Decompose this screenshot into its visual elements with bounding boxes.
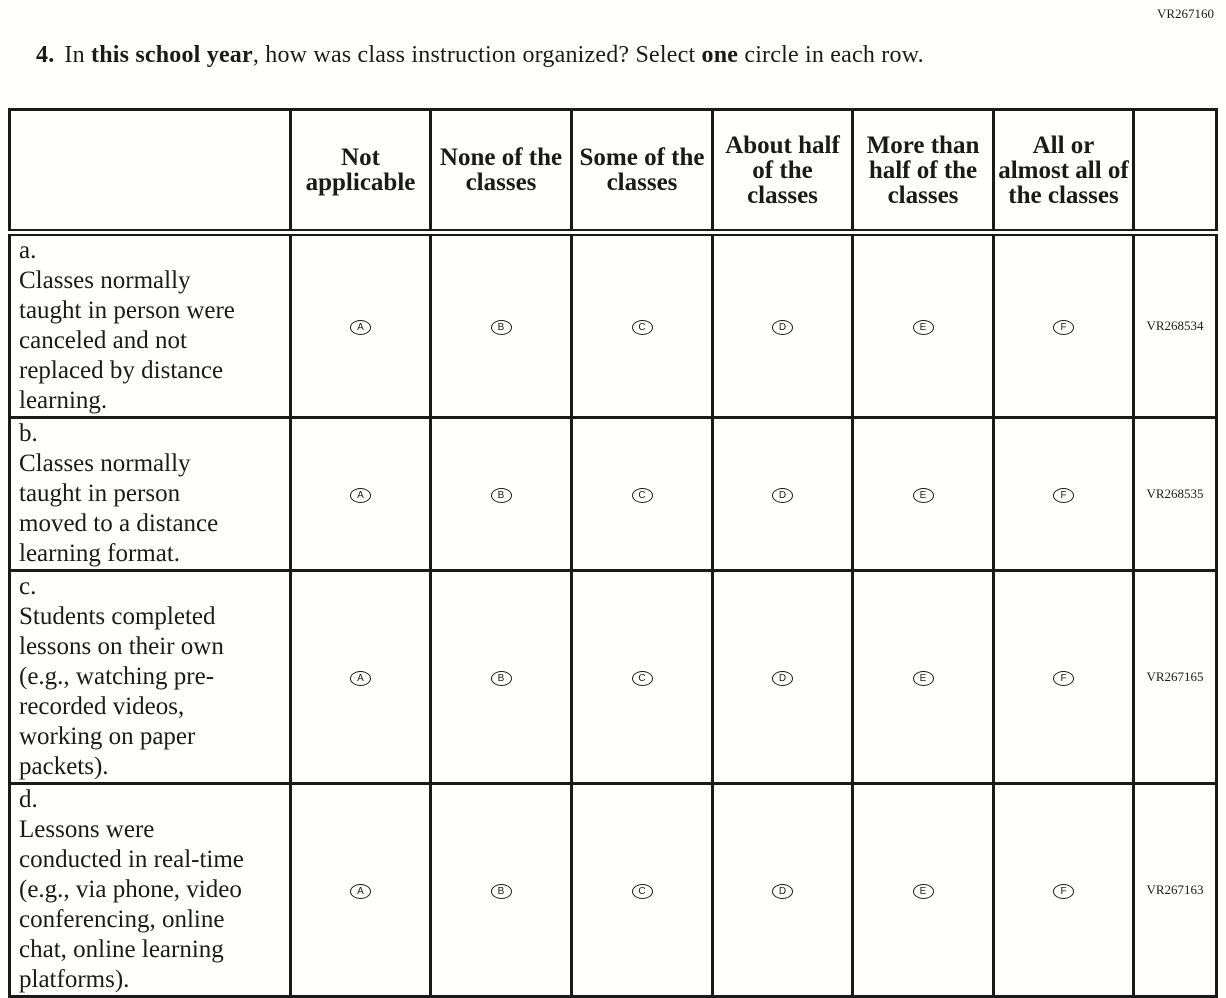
column-header: Some of the classes [570, 108, 714, 236]
option-cell: D [711, 416, 854, 572]
radio-option-c[interactable]: C [631, 320, 653, 335]
option-cell: B [429, 231, 573, 419]
radio-option-d[interactable]: D [772, 320, 793, 335]
row-text: Classes normally taught in person were c… [19, 267, 235, 414]
row-code: VR267165 [1132, 569, 1218, 785]
option-cell: F [992, 416, 1135, 572]
table-row: b. Classes normally taught in person move… [8, 416, 1218, 572]
row-text: Classes normally taught in person moved … [19, 450, 219, 567]
option-cell: E [851, 416, 995, 572]
option-cell: C [570, 569, 714, 785]
option-cell: D [711, 782, 854, 998]
radio-option-e[interactable]: E [912, 671, 934, 686]
option-cell: A [289, 416, 432, 572]
question-number: 4. [36, 42, 55, 68]
table-row: d. Lessons were conducted in real-time (e… [8, 782, 1218, 998]
row-item: d. Lessons were conducted in real-time (e… [8, 782, 292, 998]
question-text: 4. In this school year, how was class ins… [36, 42, 924, 69]
radio-option-f[interactable]: F [1053, 320, 1074, 335]
question-part: circle in each row. [738, 42, 924, 68]
radio-option-c[interactable]: C [631, 488, 653, 503]
row-item: a. Classes normally taught in person were… [8, 231, 292, 419]
header-row: Not applicable None of the classes Some … [8, 108, 1218, 236]
column-header: All or almost all of the classes [992, 108, 1135, 236]
row-code: VR268534 [1132, 231, 1218, 419]
radio-option-a[interactable]: A [350, 320, 371, 335]
column-header: Not applicable [289, 108, 432, 236]
option-cell: B [429, 569, 573, 785]
radio-option-e[interactable]: E [912, 320, 934, 335]
table-row: a. Classes normally taught in person were… [8, 231, 1218, 419]
radio-option-b[interactable]: B [490, 320, 512, 335]
option-cell: F [992, 782, 1135, 998]
table-row: c. Students completed lessons on their ow… [8, 569, 1218, 785]
radio-option-a[interactable]: A [350, 671, 371, 686]
row-label: b. [19, 420, 38, 447]
row-text: Students completed lessons on their own … [19, 603, 224, 780]
radio-option-a[interactable]: A [350, 884, 371, 899]
header-blank [1132, 108, 1218, 236]
column-header: None of the classes [429, 108, 573, 236]
radio-option-d[interactable]: D [772, 884, 793, 899]
row-label: c. [19, 573, 37, 600]
radio-option-c[interactable]: C [631, 884, 653, 899]
option-cell: F [992, 231, 1135, 419]
option-cell: A [289, 569, 432, 785]
row-text: Lessons were conducted in real-time (e.g… [19, 816, 244, 993]
option-cell: B [429, 782, 573, 998]
option-cell: E [851, 231, 995, 419]
option-cell: C [570, 231, 714, 419]
option-cell: C [570, 416, 714, 572]
column-header: About half of the classes [711, 108, 854, 236]
option-cell: A [289, 782, 432, 998]
option-cell: A [289, 231, 432, 419]
option-cell: D [711, 231, 854, 419]
option-cell: F [992, 569, 1135, 785]
row-label: d. [19, 786, 38, 813]
radio-option-d[interactable]: D [772, 671, 793, 686]
row-label: a. [19, 237, 37, 264]
radio-option-e[interactable]: E [912, 884, 934, 899]
option-cell: C [570, 782, 714, 998]
radio-option-b[interactable]: B [490, 488, 512, 503]
option-cell: B [429, 416, 573, 572]
radio-option-b[interactable]: B [490, 671, 512, 686]
document-id: VR267160 [1156, 6, 1214, 21]
question-emphasis: one [701, 42, 739, 68]
radio-option-f[interactable]: F [1053, 884, 1074, 899]
row-item: c. Students completed lessons on their ow… [8, 569, 292, 785]
radio-option-a[interactable]: A [350, 488, 371, 503]
option-cell: D [711, 569, 854, 785]
column-header: More than half of the classes [851, 108, 995, 236]
question-part: In [64, 42, 91, 68]
radio-option-f[interactable]: F [1053, 488, 1074, 503]
question-emphasis: this school year [91, 42, 253, 68]
row-code: VR268535 [1132, 416, 1218, 572]
radio-option-b[interactable]: B [490, 884, 512, 899]
option-cell: E [851, 569, 995, 785]
response-grid: Not applicable None of the classes Some … [8, 108, 1218, 998]
radio-option-f[interactable]: F [1053, 671, 1074, 686]
radio-option-c[interactable]: C [631, 671, 653, 686]
radio-option-e[interactable]: E [912, 488, 934, 503]
option-cell: E [851, 782, 995, 998]
radio-option-d[interactable]: D [772, 488, 793, 503]
row-item: b. Classes normally taught in person move… [8, 416, 292, 572]
header-blank [8, 108, 292, 236]
row-code: VR267163 [1132, 782, 1218, 998]
question-part: , how was class instruction organized? S… [252, 42, 702, 68]
